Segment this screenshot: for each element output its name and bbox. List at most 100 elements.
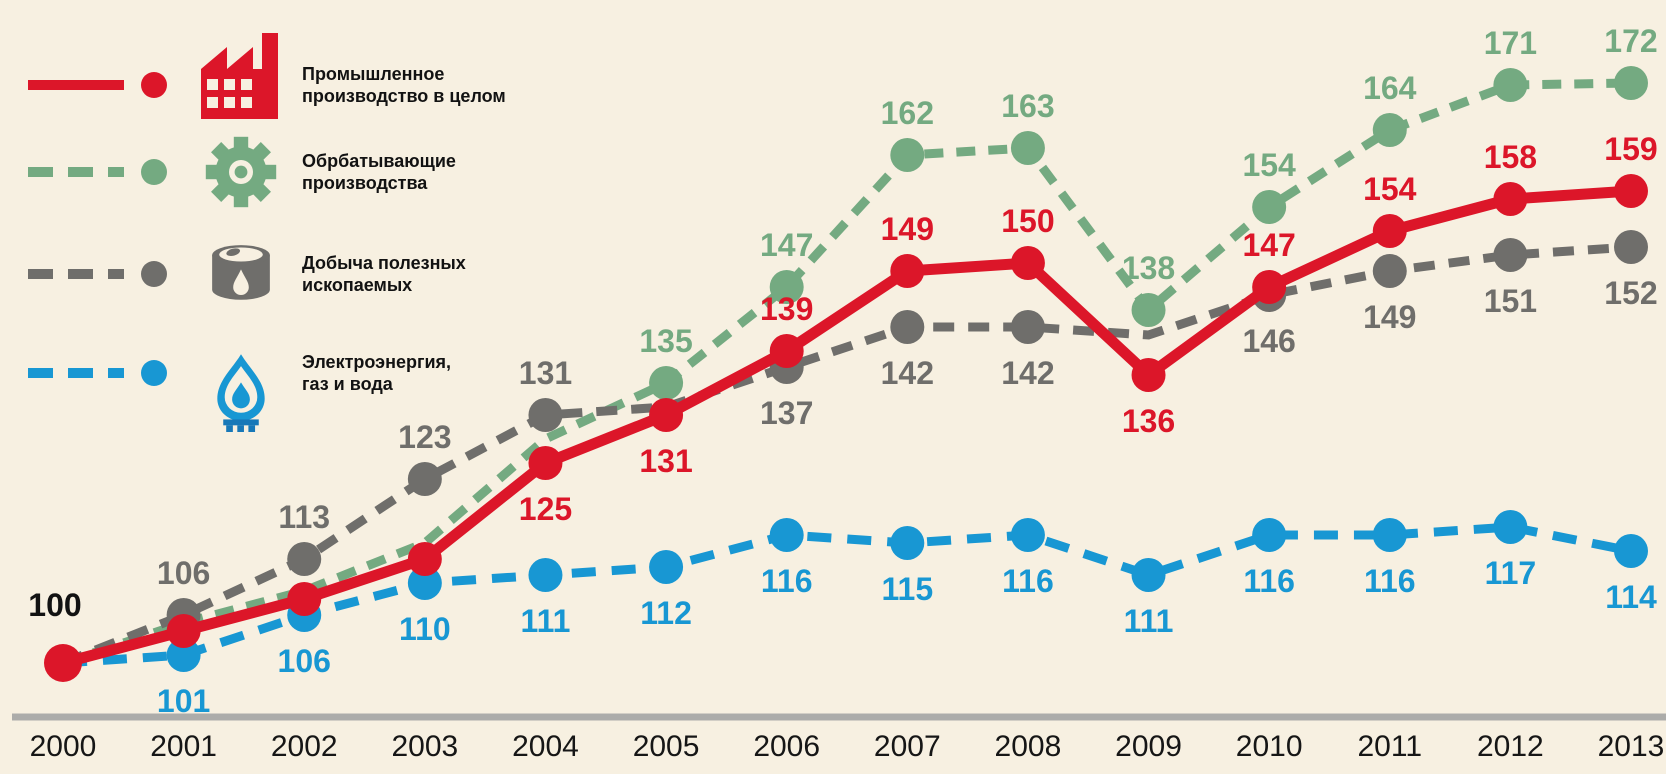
industrial-production-marker-2002 <box>287 582 322 616</box>
manufacturing-value-label-2006: 147 <box>760 227 813 263</box>
x-axis-label-2009: 2009 <box>1115 730 1182 763</box>
mining-value-label-2013: 152 <box>1604 275 1657 311</box>
industrial-production-marker-2003 <box>407 542 442 576</box>
utilities-value-label-2003: 110 <box>399 611 451 647</box>
legend-dot <box>141 72 167 98</box>
manufacturing-marker-2010 <box>1252 190 1287 224</box>
utilities-marker-2011 <box>1372 518 1407 552</box>
legend-sample-dashed-blue <box>28 360 167 386</box>
legend: Промышленное производство в целом <box>0 0 560 460</box>
utilities-marker-2001 <box>166 638 201 672</box>
industrial-production-marker-2004 <box>528 446 563 480</box>
legend-dot <box>141 159 167 185</box>
utilities-value-label-2013: 114 <box>1605 579 1657 615</box>
mining-value-label-2006: 137 <box>760 395 813 431</box>
industrial-production-marker-2010 <box>1252 270 1287 304</box>
legend-label-line1: Обрбатывающие <box>302 151 456 171</box>
x-axis-label-2012: 2012 <box>1477 730 1544 763</box>
mining-value-label-2003: 123 <box>398 419 451 455</box>
manufacturing-value-label-2012: 171 <box>1484 25 1537 61</box>
x-axis-label-2004: 2004 <box>512 730 579 763</box>
utilities-value-label-2010: 116 <box>1243 563 1295 599</box>
mining-line <box>61 242 1632 668</box>
utilities-value-label-2012: 117 <box>1485 555 1537 591</box>
utilities-value-label-2001: 101 <box>157 683 210 719</box>
manufacturing-marker-2008 <box>1010 131 1045 165</box>
utilities-marker-2006 <box>769 518 804 552</box>
industrial-production-marker-2012 <box>1493 182 1528 216</box>
mining-marker-2011 <box>1372 254 1407 288</box>
x-axis-label-2013: 2013 <box>1598 730 1665 763</box>
utilities-value-label-2005: 112 <box>640 595 692 631</box>
legend-label-line2: производства <box>302 173 428 193</box>
utilities-value-label-2002: 106 <box>278 643 331 679</box>
industrial-production-value-label-2005: 131 <box>639 443 692 479</box>
mining-value-label-2010: 146 <box>1242 323 1295 359</box>
manufacturing-value-label-2010: 154 <box>1242 147 1296 183</box>
utilities-marker-2008 <box>1010 518 1045 552</box>
mining-marker-2002 <box>287 542 322 576</box>
mining-marker-2003 <box>407 462 442 496</box>
utilities-value-label-2004: 111 <box>521 603 571 639</box>
utilities-value-label-2007: 115 <box>881 571 933 607</box>
mining-marker-2012 <box>1493 238 1528 272</box>
industrial-production-value-label-2009: 136 <box>1122 403 1175 439</box>
industrial-production-marker-2008 <box>1010 246 1045 280</box>
utilities-value-label-2011: 116 <box>1364 563 1416 599</box>
industrial-production-value-label-2010: 147 <box>1242 227 1295 263</box>
industrial-production-value-label-2008: 150 <box>1001 203 1054 239</box>
manufacturing-value-label-2011: 164 <box>1363 70 1417 106</box>
legend-label-line1: Промышленное <box>302 64 445 84</box>
manufacturing-value-label-2005: 135 <box>639 323 692 359</box>
industrial-production-value-label-2006: 139 <box>760 291 813 327</box>
mining-value-label-2004: 131 <box>519 355 572 391</box>
mining-value-label-2008: 142 <box>1001 355 1054 391</box>
industrial-production-marker-2000 <box>44 644 82 682</box>
manufacturing-value-label-2007: 162 <box>881 95 934 131</box>
x-axis-label-2003: 2003 <box>391 730 458 763</box>
x-axis-label-2000: 2000 <box>30 730 97 763</box>
manufacturing-marker-2005 <box>649 366 684 400</box>
x-axis-label-2006: 2006 <box>753 730 820 763</box>
manufacturing-marker-2013 <box>1614 66 1648 100</box>
utilities-value-label-2009: 111 <box>1124 603 1174 639</box>
utilities-marker-2010 <box>1252 518 1287 552</box>
mining-value-label-2011: 149 <box>1363 299 1416 335</box>
legend-label-line2: производство в целом <box>302 86 506 106</box>
gas-flame-icon <box>217 354 265 432</box>
utilities-marker-2005 <box>649 550 684 584</box>
mining-marker-2008 <box>1010 310 1045 344</box>
mining-marker-2004 <box>528 398 563 432</box>
industrial-production-marker-2006 <box>769 334 804 368</box>
legend-label-line1: Добыча полезных <box>302 253 466 273</box>
utilities-marker-2004 <box>528 558 563 592</box>
factory-icon <box>201 33 278 119</box>
utilities-value-label-2006: 116 <box>761 563 813 599</box>
x-axis-label-2001: 2001 <box>150 730 217 763</box>
mining-value-label-2012: 151 <box>1484 283 1537 319</box>
utilities-marker-2012 <box>1493 510 1528 544</box>
x-axis-label-2007: 2007 <box>874 730 941 763</box>
industrial-production-value-label-2012: 158 <box>1484 139 1537 175</box>
x-axis-label-2002: 2002 <box>271 730 338 763</box>
legend-sample-dashed-green <box>28 159 167 185</box>
legend-label-line1: Электроэнергия, <box>302 352 452 372</box>
legend-label-line2: газ и вода <box>302 374 393 394</box>
manufacturing-value-label-2013: 172 <box>1604 23 1657 59</box>
industrial-production-value-label-2007: 149 <box>881 211 934 247</box>
oil-barrel-icon <box>212 245 270 300</box>
industrial-production-marker-2009 <box>1131 358 1166 392</box>
mining-value-label-2001: 106 <box>157 555 210 591</box>
manufacturing-value-label-2008: 163 <box>1001 88 1054 124</box>
baseline-value-label: 100 <box>28 587 81 623</box>
mining-value-label-2007: 142 <box>881 355 934 391</box>
x-axis-label-2008: 2008 <box>995 730 1062 763</box>
legend-label-line2: ископаемых <box>302 275 413 295</box>
utilities-marker-2007 <box>890 526 925 560</box>
industrial-production-line <box>61 185 1632 669</box>
manufacturing-marker-2009 <box>1131 293 1166 327</box>
industrial-production-marker-2011 <box>1372 214 1407 248</box>
manufacturing-marker-2007 <box>890 138 925 172</box>
